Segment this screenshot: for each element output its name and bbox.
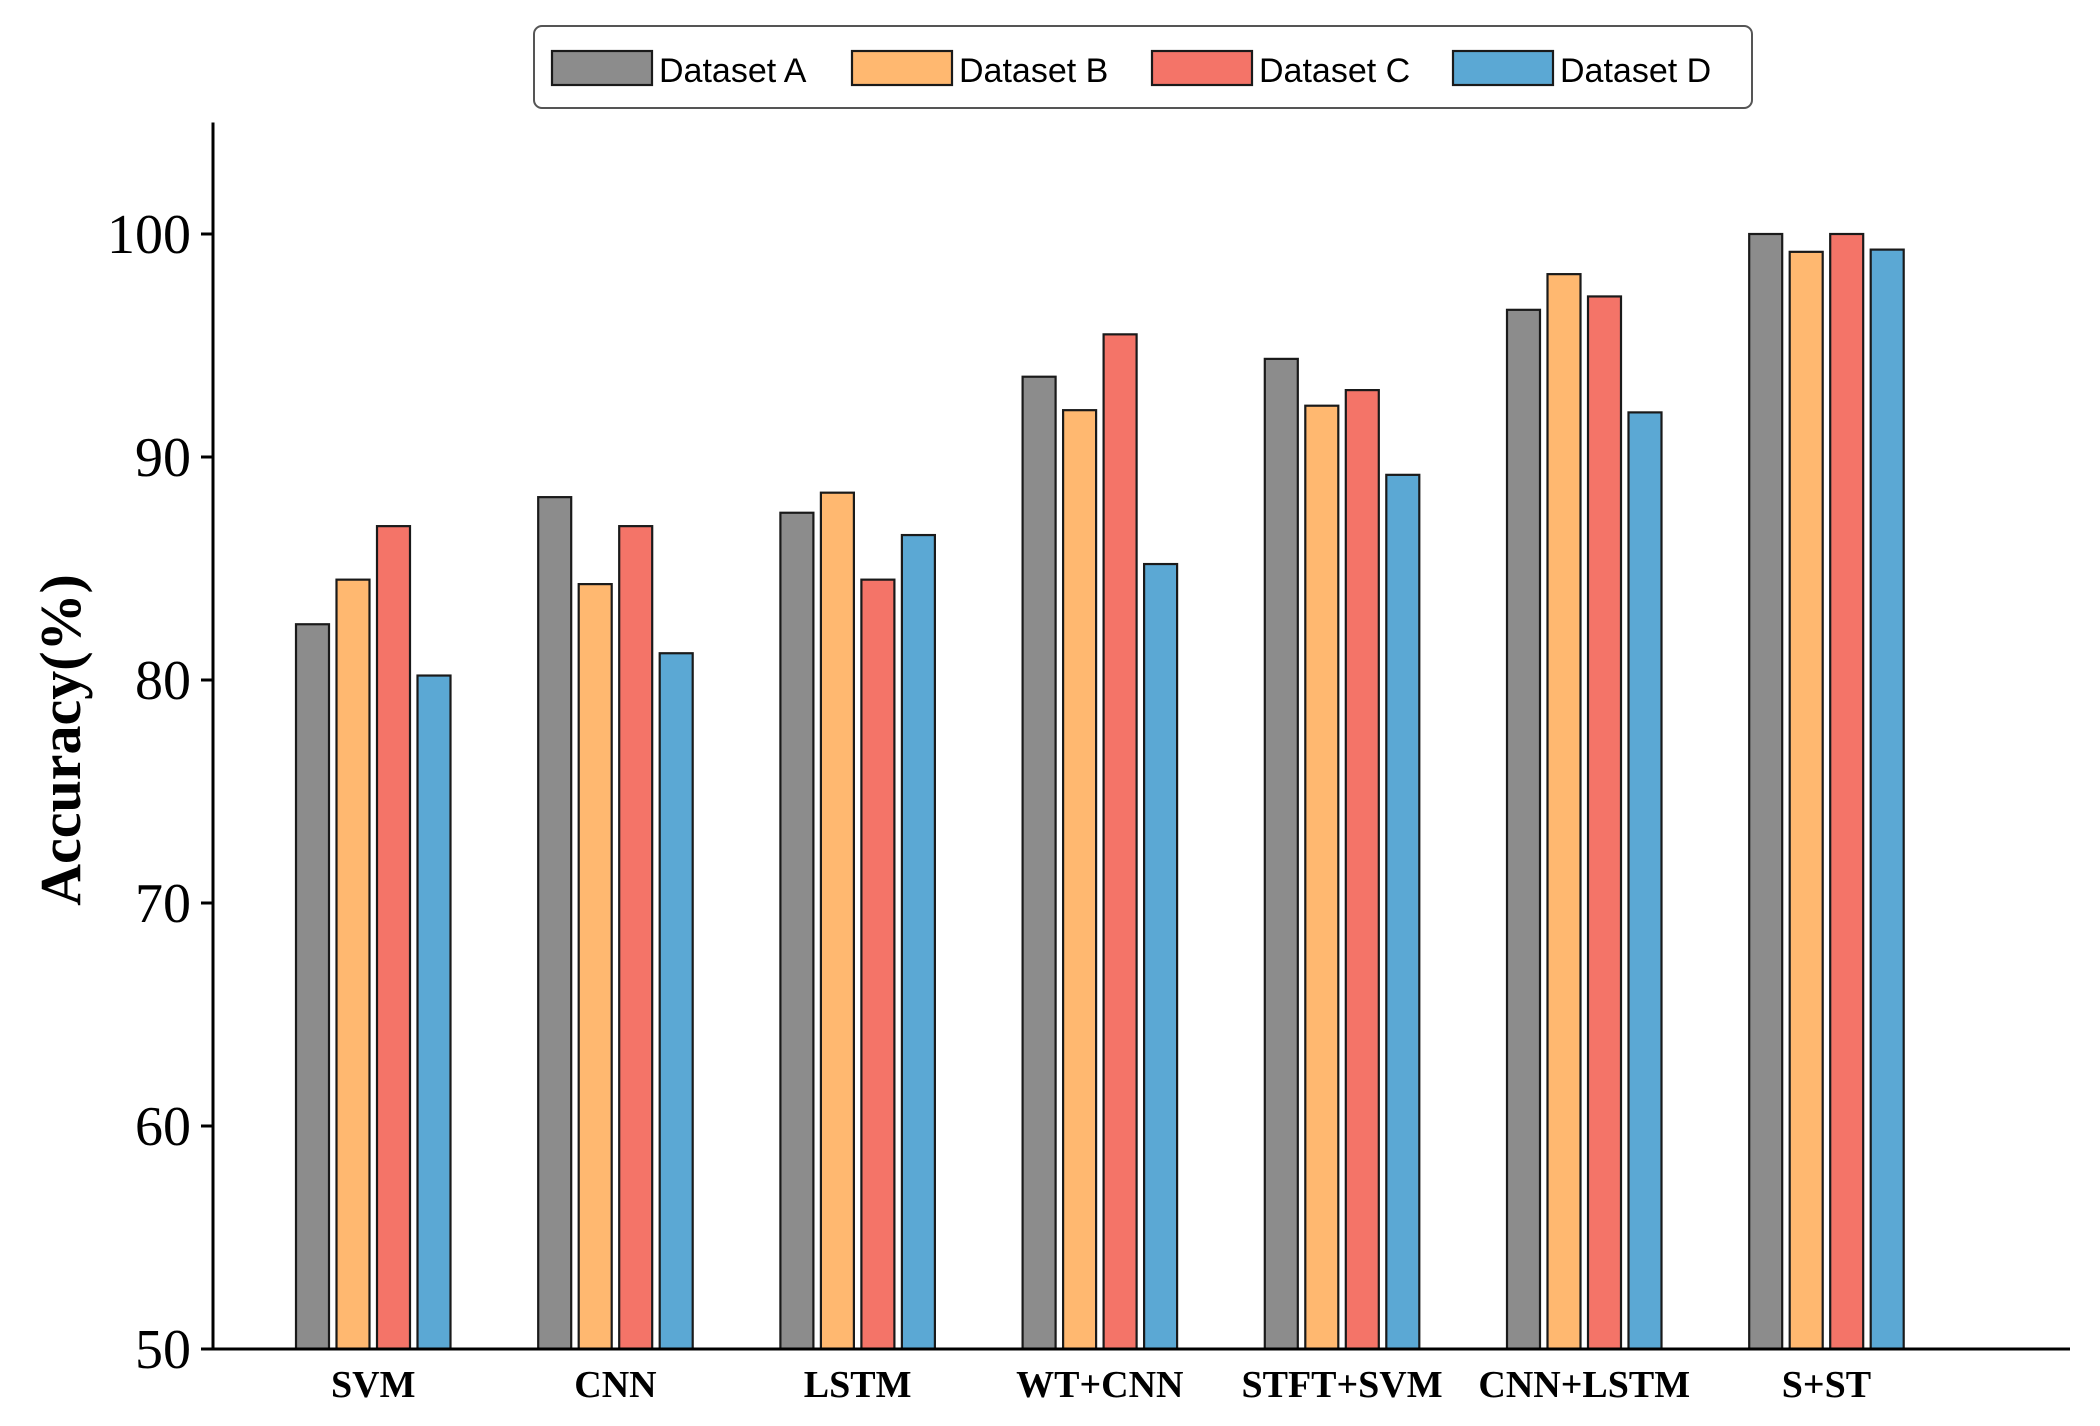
bar-svm-dataset-a [294,623,331,1351]
bar-stft-svm-dataset-d [1385,473,1421,1351]
bar-cnn-lstm-dataset-b [1546,273,1582,1351]
bar-group-stft-svm [1263,357,1421,1351]
legend: Dataset A Dataset B Dataset C Dataset D [533,25,1753,109]
x-label-wt-cnn: WT+CNN [1016,1364,1183,1406]
y-tick-label-70: 70 [135,873,191,935]
bar-svm-dataset-b [335,578,371,1351]
bar-stft-svm-dataset-a [1263,357,1299,1351]
legend-entry-dataset-d: Dataset D [1451,49,1711,90]
legend-label-dataset-a: Dataset A [659,52,807,90]
bar-cnn-lstm-dataset-a [1505,308,1542,1351]
y-tick-label-100: 100 [107,204,191,266]
y-tick-label-90: 90 [135,427,191,489]
bar-s-st-dataset-d [1869,248,1905,1351]
legend-entry-dataset-a: Dataset A [550,49,807,90]
bar-lstm-dataset-a [779,511,815,1351]
bar-group-cnn-lstm [1505,273,1663,1351]
bar-cnn-dataset-c [618,525,654,1351]
bar-cnn-lstm-dataset-d [1627,411,1663,1351]
y-ticks: 50 60 70 80 90 100 [107,204,213,1381]
x-label-lstm: LSTM [804,1364,912,1406]
x-label-cnn-lstm: CNN+LSTM [1478,1364,1690,1406]
bar-cnn-dataset-a [537,496,573,1351]
legend-swatch-dataset-a [550,49,654,87]
bar-stft-svm-dataset-b [1304,404,1340,1351]
bar-wt-cnn-dataset-b [1061,409,1098,1351]
legend-frame [533,25,1753,109]
bar-s-st-dataset-b [1788,250,1824,1351]
legend-entry-dataset-c: Dataset C [1150,49,1410,90]
axes [211,122,2070,1351]
y-tick-label-60: 60 [135,1096,191,1158]
legend-label-dataset-b: Dataset B [959,52,1108,90]
bar-cnn-dataset-b [577,583,613,1351]
legend-swatch-dataset-c [1150,49,1254,87]
x-label-s-st: S+ST [1782,1364,1871,1406]
bar-wt-cnn-dataset-a [1021,375,1057,1351]
bar-lstm-dataset-b [819,491,856,1351]
bar-s-st-dataset-c [1829,232,1865,1351]
bar-group-svm [294,525,452,1351]
bar-svm-dataset-c [375,525,412,1351]
bar-lstm-dataset-d [900,533,937,1351]
bar-group-wt-cnn [1021,333,1179,1351]
bar-wt-cnn-dataset-d [1142,562,1179,1351]
bar-cnn-dataset-d [658,652,694,1351]
legend-swatch-dataset-b [850,49,954,87]
bar-cnn-lstm-dataset-c [1586,295,1623,1351]
bar-s-st-dataset-a [1748,232,1784,1351]
bar-lstm-dataset-c [860,578,896,1351]
y-tick-label-80: 80 [135,650,191,712]
bar-wt-cnn-dataset-c [1102,333,1138,1351]
bar-stft-svm-dataset-c [1344,389,1380,1351]
x-label-stft-svm: STFT+SVM [1241,1364,1442,1406]
y-axis-title: Accuracy(%) [28,574,93,906]
bar-group-cnn [537,496,694,1351]
y-axis-title-group: Accuracy(%) [28,574,93,906]
bars [294,232,1905,1351]
bar-group-lstm [779,491,937,1351]
y-tick-label-50: 50 [135,1319,191,1381]
legend-entry-dataset-b: Dataset B [850,49,1108,90]
legend-label-dataset-d: Dataset D [1560,52,1711,90]
bar-svm-dataset-d [416,674,452,1351]
x-label-svm: SVM [331,1364,415,1406]
legend-swatch-dataset-d [1451,49,1555,87]
x-category-labels: SVM CNN LSTM WT+CNN STFT+SVM CNN+LSTM S+ST [331,1364,1871,1406]
x-label-cnn: CNN [574,1364,656,1406]
legend-label-dataset-c: Dataset C [1259,52,1410,90]
bar-group-s-st [1748,232,1905,1351]
